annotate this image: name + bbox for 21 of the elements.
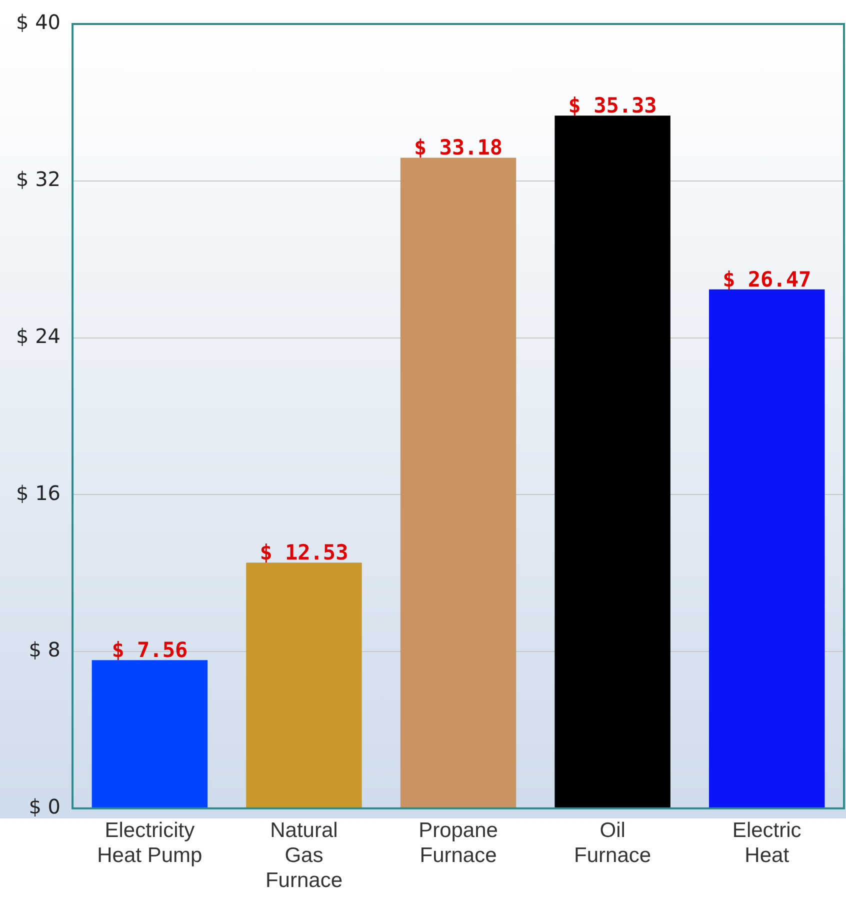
- y-tick-label: $ 24: [16, 324, 61, 348]
- y-tick-label: $ 16: [16, 480, 61, 505]
- x-tick-label: Oil Furnace: [574, 818, 652, 867]
- y-tick-label: $ 0: [28, 794, 61, 819]
- bar: [246, 562, 362, 808]
- data-label: $ 12.53: [260, 540, 348, 565]
- bar: [708, 289, 825, 808]
- bar: [400, 158, 516, 808]
- x-tick-label: Propane Furnace: [418, 818, 498, 867]
- y-tick-label: $ 32: [16, 167, 61, 192]
- y-tick-label: $ 40: [16, 10, 61, 34]
- data-label: $ 7.56: [112, 638, 188, 662]
- bar: [92, 660, 208, 808]
- x-tick-label: Electric Heat: [732, 818, 802, 867]
- y-tick-label: $ 8: [28, 638, 61, 662]
- x-tick-label: Electricity Heat Pump: [97, 818, 202, 867]
- data-label: $ 33.18: [414, 136, 503, 160]
- bar: [554, 116, 670, 808]
- x-tick-label: Natural Gas Furnace: [265, 818, 342, 892]
- data-label: $ 35.33: [568, 94, 657, 118]
- data-label: $ 26.47: [722, 267, 812, 292]
